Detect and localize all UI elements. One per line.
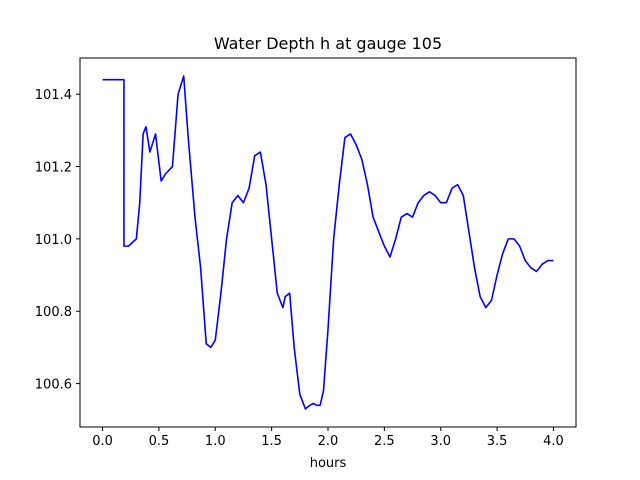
x-tick-label: 2.0 [318, 434, 339, 449]
series-line-0 [102, 75, 554, 410]
y-tick-label: 101.4 [35, 88, 72, 103]
y-tick-label: 101.2 [35, 161, 72, 176]
plot-lines [102, 75, 554, 410]
plot-frame [79, 57, 577, 428]
y-tick-label: 101.0 [35, 233, 72, 248]
x-tick-label: 1.5 [261, 434, 282, 449]
x-axis-label: hours [310, 456, 347, 471]
y-tick-label: 100.6 [35, 378, 72, 393]
y-tick-label: 100.8 [35, 305, 72, 320]
x-tick-label: 1.0 [205, 434, 226, 449]
x-tick-label: 3.0 [430, 434, 451, 449]
x-axis-ticks: 0.0 0.5 1.0 1.5 2.0 2.5 3.0 3.5 4.0 [92, 427, 564, 449]
x-tick-label: 3.5 [487, 434, 508, 449]
x-tick-label: 0.0 [92, 434, 113, 449]
y-axis-ticks: 100.6 100.8 101.0 101.2 101.4 [35, 88, 80, 393]
x-tick-label: 4.0 [543, 434, 564, 449]
x-tick-label: 2.5 [374, 434, 395, 449]
x-tick-label: 0.5 [149, 434, 170, 449]
chart-title: Water Depth h at gauge 105 [214, 34, 442, 53]
